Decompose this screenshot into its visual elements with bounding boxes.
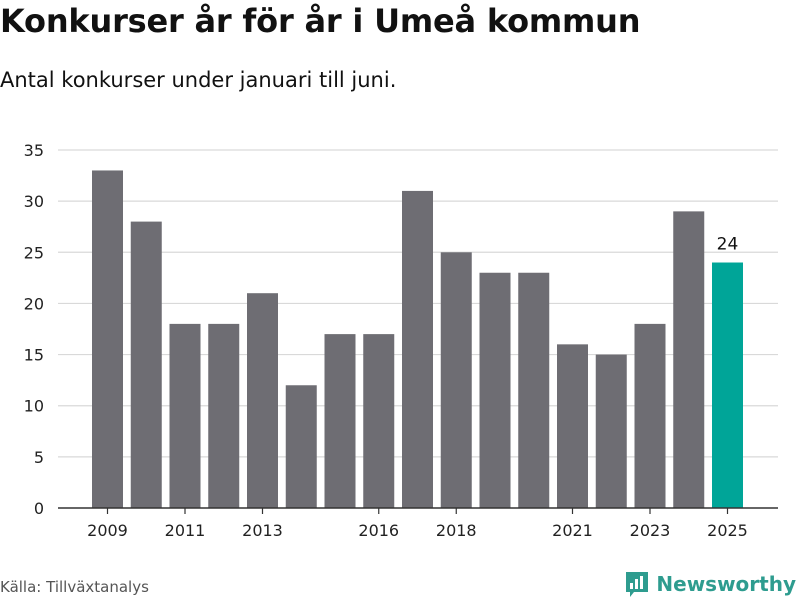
bar-2018	[440, 252, 472, 508]
bar-2013	[247, 293, 278, 508]
bar-2025	[712, 262, 743, 508]
y-tick-label: 25	[24, 243, 44, 262]
bar-2019	[479, 272, 511, 508]
y-tick-label: 0	[34, 499, 44, 518]
brand-logo: Newsworthy	[624, 570, 796, 598]
x-tick-label: 2021	[552, 521, 593, 540]
bar-2022	[595, 354, 627, 508]
brand-name: Newsworthy	[656, 572, 796, 596]
newsworthy-logo-icon	[626, 572, 649, 597]
x-tick-label: 2011	[165, 521, 206, 540]
bar-2020	[518, 272, 550, 508]
y-tick-label: 10	[24, 397, 44, 416]
y-tick-label: 35	[24, 141, 44, 160]
data-label-2025: 24	[717, 235, 739, 255]
x-tick-label: 2016	[358, 521, 399, 540]
source-note: Källa: Tillväxtanalys	[0, 578, 149, 596]
x-tick-label: 2009	[87, 521, 128, 540]
bar-2009	[92, 170, 123, 508]
y-tick-label: 30	[24, 192, 44, 211]
y-tick-label: 15	[24, 346, 44, 365]
chart-subtitle: Antal konkurser under januari till juni.	[0, 68, 397, 92]
bar-2017	[402, 190, 433, 508]
bar-2011	[169, 323, 201, 508]
bar-2016	[363, 334, 395, 508]
x-tick-label: 2013	[242, 521, 283, 540]
bar-2023	[634, 323, 666, 508]
chart-title: Konkurser år för år i Umeå kommun	[0, 2, 641, 40]
bar-2015	[324, 334, 356, 508]
y-tick-label: 20	[24, 294, 44, 313]
bar-2012	[208, 323, 240, 508]
bar-2021	[557, 344, 588, 508]
x-tick-label: 2025	[707, 521, 748, 540]
bar-2010	[130, 221, 162, 508]
x-tick-label: 2023	[630, 521, 671, 540]
bar-2024	[673, 211, 705, 508]
x-tick-label: 2018	[436, 521, 477, 540]
y-tick-label: 5	[34, 448, 44, 467]
bar-2014	[285, 385, 317, 508]
